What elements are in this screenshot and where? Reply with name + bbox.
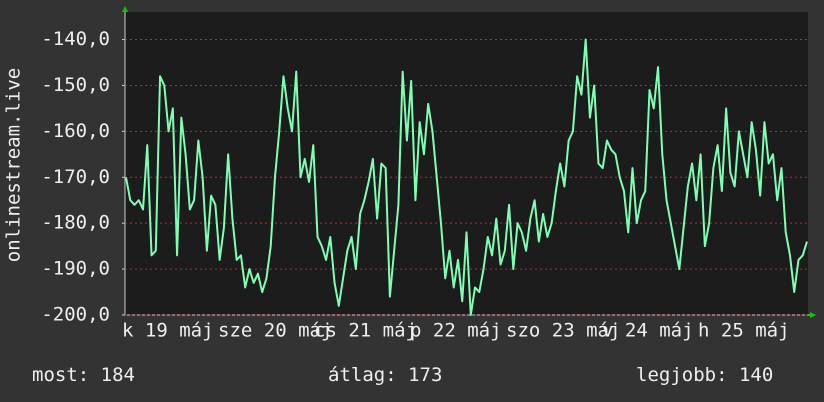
x-tick-label: h 25 máj [698, 320, 790, 342]
y-tick-label: -180,0 [41, 212, 110, 234]
summary: átlag: 173 [328, 364, 442, 386]
arrow [810, 312, 816, 318]
summary-label: átlag: [328, 364, 397, 386]
y-axis-label: onlinestream.live [3, 68, 25, 262]
summary-value: 184 [101, 364, 135, 386]
y-tick-label: -190,0 [41, 258, 110, 280]
x-tick-label: cs 21 máj [314, 320, 417, 342]
y-tick-label: -160,0 [41, 120, 110, 142]
summary-value: 140 [739, 364, 773, 386]
x-tick-label: sze 20 máj [218, 320, 332, 342]
summary-label: most: [32, 364, 89, 386]
arrow [122, 6, 128, 12]
series-line [125, 38, 808, 316]
summary-label: legjobb: [636, 364, 728, 386]
summary: most: 184 [32, 364, 135, 386]
plot-area [125, 12, 808, 315]
x-tick-label: szo 23 máj [506, 320, 620, 342]
y-tick-label: -170,0 [41, 166, 110, 188]
y-tick-label: -140,0 [41, 28, 110, 50]
summary-value: 173 [408, 364, 442, 386]
x-tick-label: k 19 máj [122, 320, 214, 342]
summary: legjobb: 140 [636, 364, 773, 386]
y-tick-label: -150,0 [41, 74, 110, 96]
x-tick-label: p 22 máj [410, 320, 502, 342]
x-tick-label: v 24 máj [602, 320, 694, 342]
y-tick-label: -200,0 [41, 304, 110, 326]
